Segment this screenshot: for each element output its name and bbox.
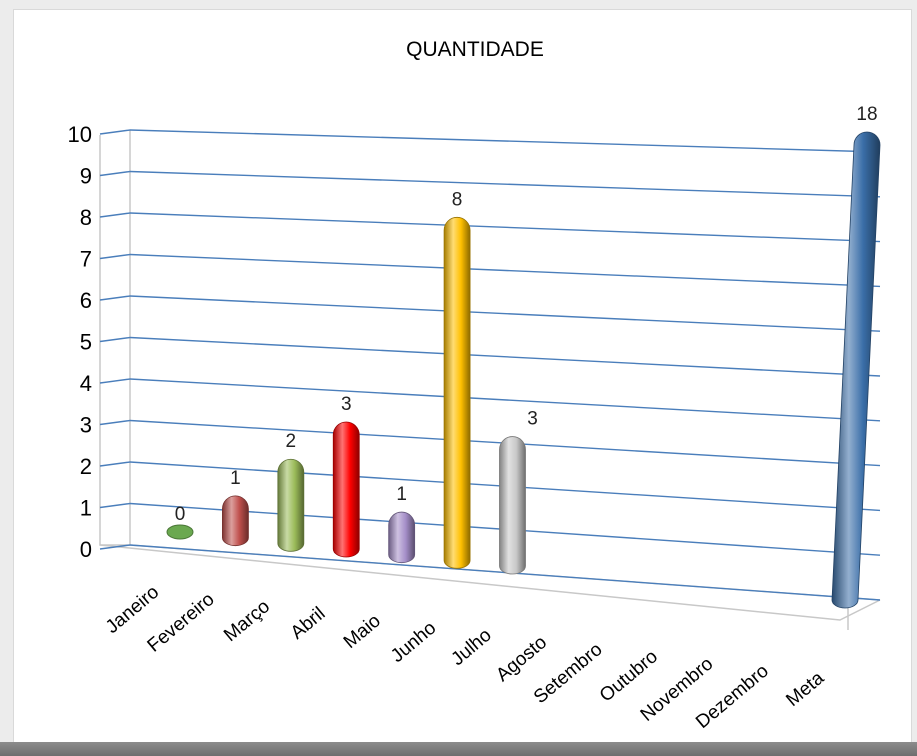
x-tick-label: Janeiro — [102, 582, 163, 638]
data-label: 3 — [527, 409, 538, 430]
frame-bottom-edge — [0, 742, 917, 756]
data-label: 1 — [396, 484, 407, 505]
y-tick-label: 8 — [80, 205, 92, 230]
gridline-side — [99, 336, 131, 343]
gridline — [129, 336, 881, 377]
gridline-side — [99, 295, 131, 301]
y-tick-label: 9 — [80, 164, 92, 189]
bar-janeiro — [166, 524, 194, 540]
chart-title: QUANTIDADE — [406, 38, 544, 61]
y-tick-label: 4 — [80, 371, 92, 396]
bars — [166, 131, 881, 609]
data-label: 0 — [175, 504, 186, 525]
bar-abril — [332, 421, 360, 558]
gridline-side — [99, 253, 131, 260]
gridline — [129, 378, 881, 422]
bar-março — [277, 458, 305, 552]
floor-edge — [99, 544, 881, 621]
x-tick-label: Agosto — [492, 632, 551, 686]
data-label: 18 — [856, 104, 877, 125]
data-label: 2 — [286, 431, 297, 452]
gridline-side — [99, 212, 131, 218]
gridline-side — [99, 419, 131, 426]
y-tick-label: 2 — [80, 454, 92, 479]
gridline — [129, 253, 881, 288]
bar-junho — [443, 216, 471, 569]
y-tick-label: 3 — [80, 413, 92, 438]
gridline-side — [99, 461, 131, 467]
y-tick-label: 6 — [80, 288, 92, 313]
x-tick-label: Maio — [340, 610, 385, 653]
y-tick-label: 1 — [80, 496, 92, 521]
x-tick-label: Junho — [387, 618, 440, 667]
data-label: 3 — [341, 394, 352, 415]
data-label: 8 — [452, 189, 463, 210]
gridline-side — [99, 129, 131, 135]
bar-meta — [831, 131, 881, 609]
x-tick-label: Abril — [287, 603, 330, 644]
gridline-side — [99, 170, 131, 177]
chart-walls — [99, 130, 881, 630]
bar-fevereiro — [222, 495, 249, 547]
gridline — [129, 129, 881, 153]
x-tick-label: Meta — [782, 667, 828, 711]
gridlines — [99, 129, 881, 601]
gridline — [129, 295, 881, 332]
x-tick-label: Julho — [447, 625, 495, 670]
gridline — [129, 170, 881, 198]
bar-maio — [388, 511, 416, 564]
gridline-side — [99, 502, 131, 509]
gridline — [129, 212, 881, 243]
y-tick-label: 7 — [80, 247, 92, 272]
y-axis-ticks: 0 1 2 3 4 5 6 7 8 9 10 — [68, 122, 92, 562]
x-tick-label: Março — [220, 596, 274, 646]
gridline-side — [99, 544, 131, 550]
y-tick-label: 10 — [68, 122, 92, 147]
y-tick-label: 0 — [80, 537, 92, 562]
data-label: 1 — [230, 468, 241, 489]
bar-julho — [499, 436, 526, 575]
y-tick-label: 5 — [80, 330, 92, 355]
gridline-side — [99, 378, 131, 384]
